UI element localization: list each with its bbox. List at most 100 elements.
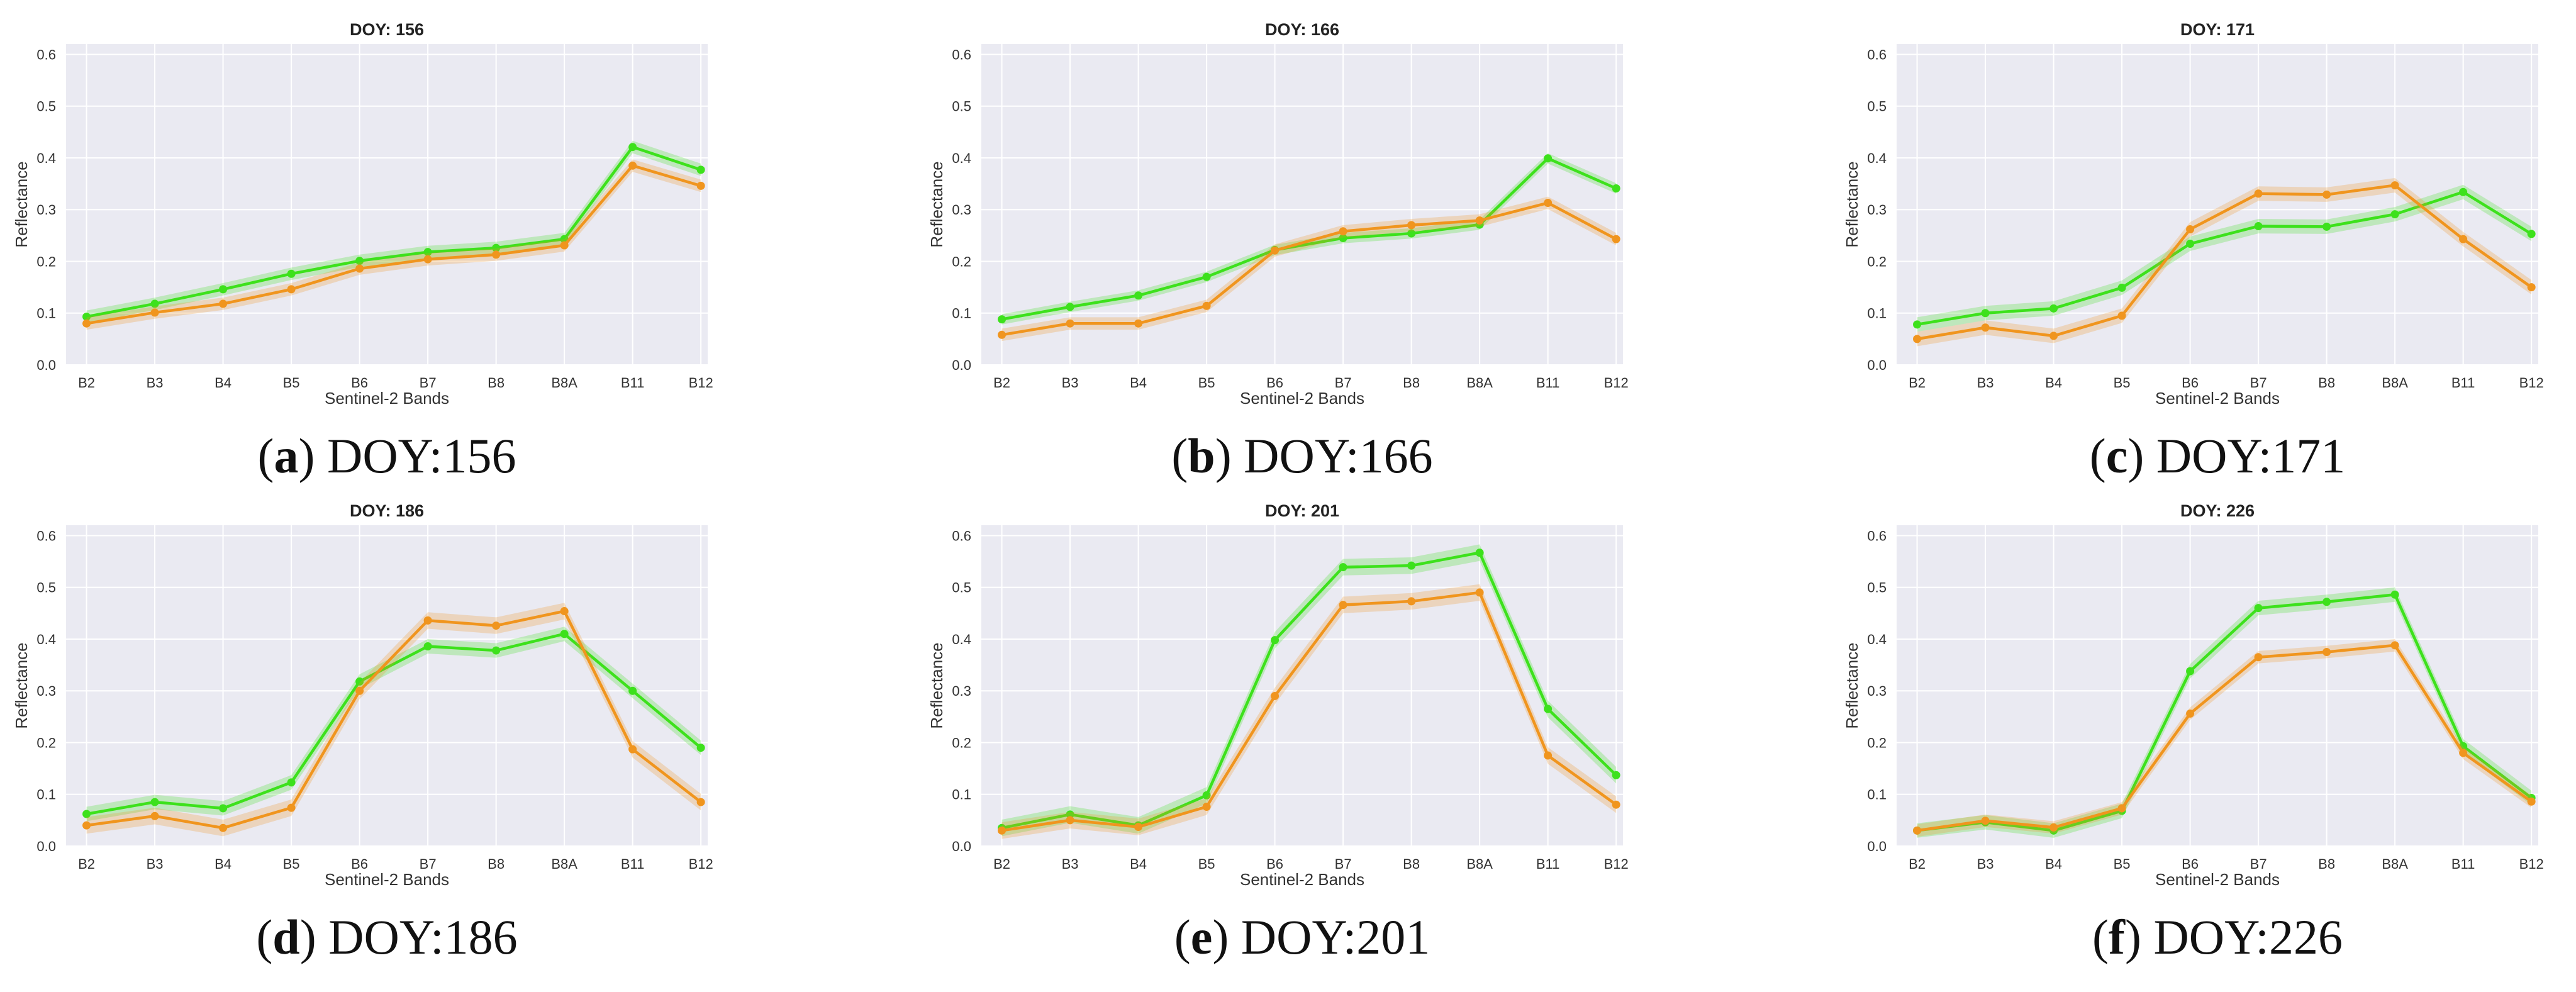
data-point-orange (492, 250, 501, 259)
x-tick-label: B2 (1909, 375, 1926, 391)
y-tick-label: 0.2 (1867, 254, 1887, 269)
data-point-orange (219, 823, 228, 832)
data-point-green (287, 269, 296, 278)
x-tick-label: B4 (2045, 856, 2062, 872)
data-point-orange (1475, 216, 1484, 225)
y-tick-label: 0.0 (952, 357, 971, 373)
y-tick-label: 0.1 (36, 787, 56, 803)
caption-text: DOY:171 (2156, 428, 2346, 483)
x-tick-label: B11 (2451, 375, 2475, 391)
data-point-green (1339, 563, 1347, 572)
x-tick-label: B5 (1198, 856, 1215, 872)
data-point-green (2254, 604, 2263, 613)
y-tick-label: 0.5 (1867, 99, 1887, 114)
data-point-orange (2117, 311, 2126, 320)
data-point-orange (2254, 653, 2263, 662)
data-point-green (219, 285, 228, 294)
subfigure-caption: (b) DOY:166 (1171, 428, 1433, 483)
data-point-orange (423, 255, 432, 264)
y-axis-label: Reflectance (927, 642, 946, 728)
data-point-orange (355, 264, 364, 273)
data-point-green (287, 778, 296, 787)
data-point-green (2186, 240, 2195, 248)
data-point-orange (1407, 221, 1416, 230)
x-axis-label: Sentinel-2 Bands (1240, 870, 1364, 889)
data-point-green (628, 686, 637, 695)
data-point-green (423, 642, 432, 650)
x-tick-label: B7 (420, 856, 437, 872)
data-point-orange (1913, 826, 1922, 835)
x-tick-label: B2 (1909, 856, 1926, 872)
data-point-green (1134, 291, 1143, 300)
x-tick-label: B5 (283, 856, 300, 872)
data-point-orange (355, 686, 364, 695)
data-point-green (1407, 229, 1416, 238)
data-point-green (2322, 222, 2331, 231)
y-tick-label: 0.1 (1867, 306, 1887, 321)
data-point-green (2049, 304, 2058, 313)
x-tick-label: B2 (993, 856, 1010, 872)
x-tick-label: B8 (2318, 375, 2335, 391)
x-tick-label: B6 (2182, 375, 2199, 391)
series-line-green (1917, 593, 2533, 832)
y-tick-label: 0.2 (36, 254, 56, 269)
x-tick-label: B7 (1335, 856, 1352, 872)
data-point-green (2459, 187, 2468, 196)
x-tick-label: B11 (1536, 375, 1560, 391)
data-point-orange (628, 745, 637, 754)
data-point-orange (998, 826, 1006, 835)
data-point-orange (998, 330, 1006, 339)
data-point-green (1612, 184, 1620, 192)
data-point-orange (1066, 319, 1074, 328)
x-tick-label: B8 (1403, 856, 1420, 872)
series-line-green (1917, 191, 2533, 326)
data-point-orange (2254, 189, 2263, 198)
y-tick-label: 0.1 (36, 306, 56, 321)
data-point-orange (2049, 332, 2058, 340)
x-tick-label: B5 (2114, 856, 2131, 872)
data-point-orange (1612, 800, 1620, 809)
data-point-orange (2049, 823, 2058, 832)
x-tick-label: B12 (2519, 375, 2544, 391)
x-tick-label: B6 (351, 856, 368, 872)
data-point-green (2527, 230, 2536, 238)
data-point-orange (2322, 190, 2331, 199)
series-band-orange (86, 603, 701, 837)
y-axis-label: Reflectance (927, 161, 946, 247)
data-point-orange (696, 798, 705, 806)
data-point-orange (150, 811, 159, 820)
series-band-green (86, 627, 701, 822)
x-tick-label: B2 (78, 856, 95, 872)
y-tick-label: 0.3 (1867, 683, 1887, 699)
chart-title: DOY: 156 (350, 20, 424, 39)
data-point-orange (1271, 246, 1280, 255)
data-point-green (150, 798, 159, 806)
x-tick-label: B8A (2382, 856, 2408, 872)
data-point-orange (423, 616, 432, 625)
x-tick-label: B3 (1062, 856, 1079, 872)
x-tick-label: B8A (1466, 375, 1493, 391)
plot-area (1897, 525, 2538, 846)
data-point-green (1544, 705, 1553, 713)
data-point-orange (1913, 335, 1922, 343)
x-tick-label: B6 (1266, 856, 1283, 872)
x-tick-label: B2 (993, 375, 1010, 391)
y-tick-label: 0.0 (36, 839, 56, 854)
data-point-green (492, 243, 501, 252)
y-tick-label: 0.4 (36, 150, 56, 166)
x-tick-label: B4 (1130, 856, 1147, 872)
y-tick-label: 0.4 (952, 150, 971, 166)
x-tick-label: B11 (621, 375, 645, 391)
x-tick-label: B3 (147, 375, 164, 391)
data-point-orange (2390, 641, 2399, 650)
series-band-green (1917, 184, 2532, 332)
x-tick-label: B5 (283, 375, 300, 391)
plot-area (981, 525, 1623, 846)
series-line-orange (1001, 201, 1617, 337)
data-point-orange (2186, 225, 2195, 233)
data-point-green (2254, 222, 2263, 231)
